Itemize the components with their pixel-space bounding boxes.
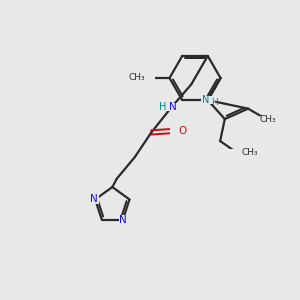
FancyBboxPatch shape xyxy=(119,215,127,224)
Text: CH₃: CH₃ xyxy=(259,116,276,124)
FancyBboxPatch shape xyxy=(170,127,178,135)
Text: N: N xyxy=(169,102,177,112)
Text: CH₃: CH₃ xyxy=(129,74,146,82)
FancyBboxPatch shape xyxy=(140,74,154,82)
Text: H: H xyxy=(211,98,218,107)
FancyBboxPatch shape xyxy=(229,149,244,156)
FancyBboxPatch shape xyxy=(91,195,99,204)
FancyBboxPatch shape xyxy=(163,103,181,111)
Text: CH₃: CH₃ xyxy=(241,148,258,157)
FancyBboxPatch shape xyxy=(201,96,214,104)
Text: N: N xyxy=(202,95,209,105)
Text: N: N xyxy=(90,194,98,205)
Text: O: O xyxy=(178,126,187,136)
FancyBboxPatch shape xyxy=(260,116,275,124)
Text: N: N xyxy=(119,214,127,225)
Text: H: H xyxy=(159,102,166,112)
